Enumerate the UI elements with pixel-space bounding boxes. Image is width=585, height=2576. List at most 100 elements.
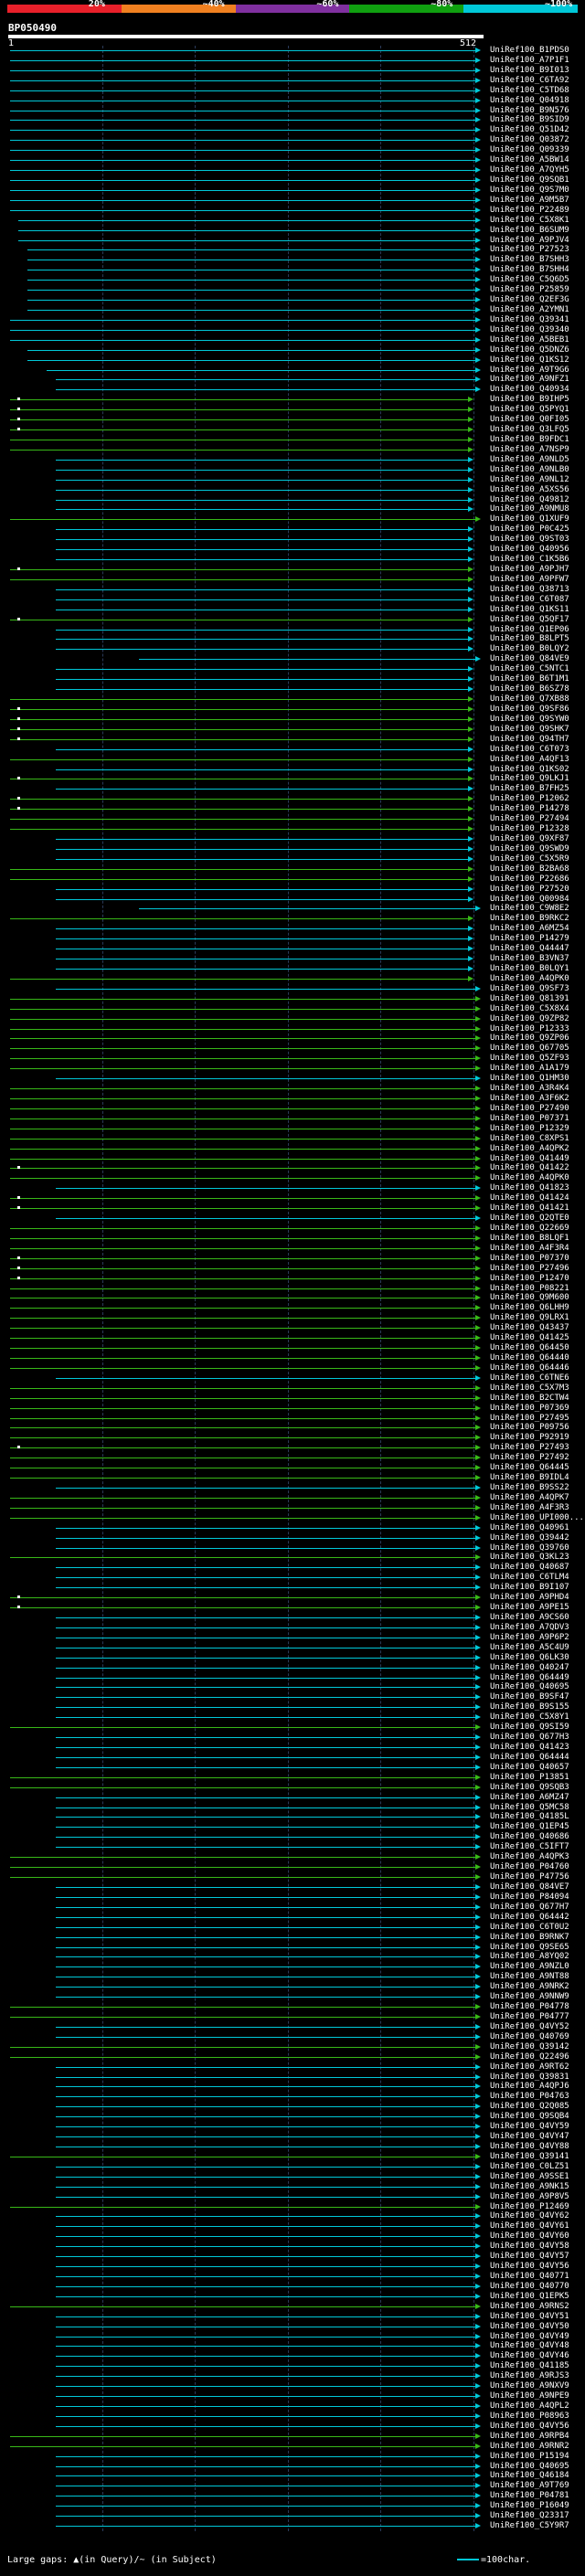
hit-label-link[interactable]: UniRef100_P0C425 [490, 525, 569, 535]
hit-label-link[interactable]: UniRef100_Q1EP45 [490, 1822, 569, 1832]
hit-row[interactable]: UniRef100_A9NT88 [0, 1972, 585, 1982]
hit-row[interactable]: UniRef100_Q9SF73 [0, 984, 585, 994]
hit-row[interactable]: UniRef100_Q41823 [0, 1183, 585, 1193]
hit-row[interactable]: UniRef100_Q5DNZ6 [0, 345, 585, 355]
hit-row[interactable]: UniRef100_B7FH25 [0, 784, 585, 794]
hit-row[interactable]: UniRef100_P22686 [0, 875, 585, 885]
hit-row[interactable]: UniRef100_Q9SQB4 [0, 2112, 585, 2122]
hit-label-link[interactable]: UniRef100_C5Y9R7 [490, 2521, 569, 2531]
hit-label-link[interactable]: UniRef100_C9W8E2 [490, 904, 569, 914]
hit-label-link[interactable]: UniRef100_Q5DNZ6 [490, 345, 569, 355]
hit-row[interactable]: UniRef100_Q40961 [0, 1523, 585, 1533]
hit-row[interactable]: UniRef100_Q40695 [0, 1682, 585, 1692]
hit-label-link[interactable]: UniRef100_A9CS60 [490, 1613, 569, 1623]
hit-label-link[interactable]: UniRef100_A4QPK2 [490, 1143, 569, 1153]
hit-label-link[interactable]: UniRef100_A9RNR2 [490, 2441, 569, 2451]
hit-label-link[interactable]: UniRef100_A5BW14 [490, 155, 569, 165]
hit-label-link[interactable]: UniRef100_A4QPK0 [490, 973, 569, 983]
hit-row[interactable]: UniRef100_Q4VY62 [0, 2211, 585, 2221]
hit-row[interactable]: UniRef100_Q39340 [0, 325, 585, 335]
hit-row[interactable]: UniRef100_Q9ST03 [0, 535, 585, 545]
hit-row[interactable]: UniRef100_P12062 [0, 794, 585, 804]
hit-row[interactable]: UniRef100_Q5PYQ1 [0, 405, 585, 415]
hit-row[interactable]: UniRef100_P25859 [0, 285, 585, 295]
hit-label-link[interactable]: UniRef100_A9NZL0 [490, 1962, 569, 1972]
hit-row[interactable]: UniRef100_Q39341 [0, 315, 585, 325]
hit-label-link[interactable]: UniRef100_A2YMN1 [490, 305, 569, 315]
hit-row[interactable]: UniRef100_A9PFW7 [0, 575, 585, 585]
hit-row[interactable]: UniRef100_Q81391 [0, 994, 585, 1004]
hit-row[interactable]: UniRef100_C5Q6D5 [0, 275, 585, 285]
hit-label-link[interactable]: UniRef100_C6T0U2 [490, 1922, 569, 1932]
hit-label-link[interactable]: UniRef100_B7SHH4 [490, 265, 569, 275]
hit-row[interactable]: UniRef100_Q41424 [0, 1193, 585, 1203]
hit-row[interactable]: UniRef100_Q1HM30 [0, 1074, 585, 1084]
hit-row[interactable]: UniRef100_P22489 [0, 206, 585, 216]
hit-label-link[interactable]: UniRef100_B0LQY1 [490, 963, 569, 973]
hit-row[interactable]: UniRef100_P08963 [0, 2412, 585, 2422]
hit-label-link[interactable]: UniRef100_C5IFT7 [490, 1842, 569, 1852]
hit-label-link[interactable]: UniRef100_C1K5B6 [490, 555, 569, 565]
hit-row[interactable]: UniRef100_A9NK15 [0, 2182, 585, 2192]
hit-row[interactable]: UniRef100_A9NPE9 [0, 2391, 585, 2401]
hit-label-link[interactable]: UniRef100_Q4VY60 [490, 2231, 569, 2242]
hit-row[interactable]: UniRef100_Q43437 [0, 1323, 585, 1333]
hit-label-link[interactable]: UniRef100_Q64440 [490, 1353, 569, 1362]
hit-row[interactable]: UniRef100_Q4VY56 [0, 2262, 585, 2272]
hit-row[interactable]: UniRef100_Q40770 [0, 2282, 585, 2292]
hit-row[interactable]: UniRef100_A9T9G6 [0, 366, 585, 376]
hit-row[interactable]: UniRef100_A9P6P2 [0, 1633, 585, 1643]
hit-label-link[interactable]: UniRef100_A7QYH5 [490, 165, 569, 175]
hit-label-link[interactable]: UniRef100_Q4VY57 [490, 2252, 569, 2262]
hit-label-link[interactable]: UniRef100_B0LQY2 [490, 644, 569, 654]
hit-label-link[interactable]: UniRef100_Q9ZP82 [490, 1013, 569, 1023]
hit-row[interactable]: UniRef100_P04760 [0, 1862, 585, 1872]
hit-label-link[interactable]: UniRef100_Q5MC58 [490, 1802, 569, 1812]
hit-label-link[interactable]: UniRef100_Q4VY49 [490, 2331, 569, 2341]
hit-label-link[interactable]: UniRef100_Q9ZP06 [490, 1034, 569, 1044]
hit-row[interactable]: UniRef100_A9RNR2 [0, 2442, 585, 2452]
hit-label-link[interactable]: UniRef100_Q39340 [490, 324, 569, 334]
hit-row[interactable]: UniRef100_A8YQ02 [0, 1952, 585, 1962]
hit-label-link[interactable]: UniRef100_P16049 [490, 2501, 569, 2511]
hit-label-link[interactable]: UniRef100_Q1KS12 [490, 355, 569, 365]
hit-label-link[interactable]: UniRef100_Q22669 [490, 1223, 569, 1233]
hit-label-link[interactable]: UniRef100_Q9SQB3 [490, 1782, 569, 1792]
hit-label-link[interactable]: UniRef100_B9I013 [490, 65, 569, 75]
hit-row[interactable]: UniRef100_A4QPL2 [0, 2401, 585, 2412]
hit-label-link[interactable]: UniRef100_Q677H7 [490, 1902, 569, 1912]
hit-row[interactable]: UniRef100_Q94TH7 [0, 735, 585, 745]
hit-row[interactable]: UniRef100_B9IHP5 [0, 395, 585, 405]
hit-label-link[interactable]: UniRef100_P47756 [490, 1872, 569, 1882]
hit-row[interactable]: UniRef100_Q09339 [0, 145, 585, 155]
hit-row[interactable]: UniRef100_C5X8K1 [0, 216, 585, 226]
hit-row[interactable]: UniRef100_Q9ZP82 [0, 1014, 585, 1024]
hit-row[interactable]: UniRef100_A9NLD5 [0, 455, 585, 465]
hit-row[interactable]: UniRef100_Q41449 [0, 1154, 585, 1164]
hit-label-link[interactable]: UniRef100_B1PDS0 [490, 46, 569, 55]
hit-label-link[interactable]: UniRef100_A9RJS3 [490, 2371, 569, 2381]
hit-label-link[interactable]: UniRef100_Q4VY46 [490, 2351, 569, 2361]
hit-label-link[interactable]: UniRef100_B6T1M1 [490, 674, 569, 684]
hit-label-link[interactable]: UniRef100_Q6LK30 [490, 1652, 569, 1662]
hit-label-link[interactable]: UniRef100_B9N576 [490, 105, 569, 115]
hit-row[interactable]: UniRef100_A9RNS2 [0, 2302, 585, 2312]
hit-row[interactable]: UniRef100_Q40934 [0, 385, 585, 395]
hit-label-link[interactable]: UniRef100_P13851 [490, 1772, 569, 1782]
hit-label-link[interactable]: UniRef100_A9SSE1 [490, 2171, 569, 2181]
hit-row[interactable]: UniRef100_A9NFZ1 [0, 375, 585, 385]
hit-label-link[interactable]: UniRef100_Q9S7M0 [490, 185, 569, 195]
hit-label-link[interactable]: UniRef100_P12328 [490, 824, 569, 834]
hit-row[interactable]: UniRef100_B9I107 [0, 1583, 585, 1593]
hit-label-link[interactable]: UniRef100_A3R4K4 [490, 1084, 569, 1094]
hit-label-link[interactable]: UniRef100_P12333 [490, 1023, 569, 1034]
hit-row[interactable]: UniRef100_Q64442 [0, 1913, 585, 1923]
hit-row[interactable]: UniRef100_Q39141 [0, 2152, 585, 2162]
hit-row[interactable]: UniRef100_A5BEB1 [0, 335, 585, 345]
hit-label-link[interactable]: UniRef100_P27490 [490, 1103, 569, 1113]
hit-label-link[interactable]: UniRef100_Q03872 [490, 135, 569, 145]
hit-label-link[interactable]: UniRef100_A9P8V5 [490, 2191, 569, 2201]
hit-row[interactable]: UniRef100_B9RKC2 [0, 914, 585, 924]
hit-label-link[interactable]: UniRef100_P04760 [490, 1862, 569, 1872]
hit-row[interactable]: UniRef100_P27495 [0, 1414, 585, 1424]
